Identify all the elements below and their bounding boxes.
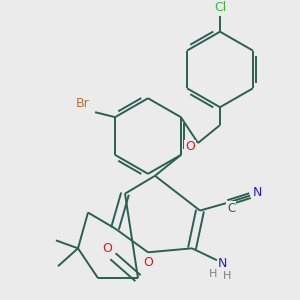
Text: H: H [223,271,231,281]
Text: O: O [143,256,153,269]
Text: Br: Br [76,97,90,110]
Text: N: N [217,257,227,270]
Text: O: O [185,140,195,154]
Text: N: N [252,186,262,199]
Text: C: C [227,202,235,215]
Text: O: O [102,242,112,255]
Text: H: H [209,269,217,279]
Text: Cl: Cl [214,1,226,14]
